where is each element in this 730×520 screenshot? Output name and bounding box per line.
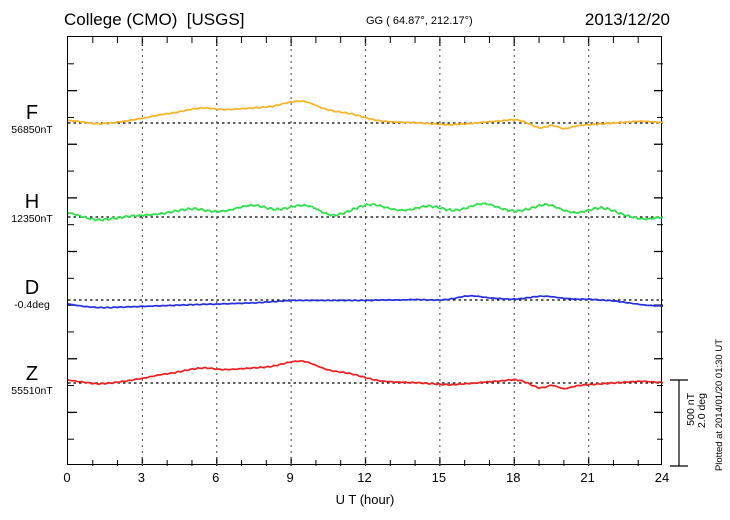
plot-area — [67, 36, 663, 466]
plotted-at-label: Plotted at 2014/01/20 01:30 UT — [714, 339, 725, 472]
scale-bar — [668, 378, 690, 468]
x-tick-label: 18 — [506, 470, 521, 485]
x-tick-label: 0 — [63, 470, 71, 485]
component-letter-f: F — [25, 102, 39, 124]
component-letter-z: Z — [25, 363, 39, 385]
component-baseline-d: -0.4deg — [14, 299, 50, 311]
x-tick-label: 24 — [654, 470, 670, 485]
date-label: 2013/12/20 — [584, 10, 670, 29]
component-label-h: H 12350nT — [0, 192, 64, 226]
component-baseline-z: 55510nT — [11, 385, 53, 397]
component-label-f: F 56850nT — [0, 103, 64, 137]
page-title: College (CMO) [USGS] — [64, 10, 245, 29]
component-letter-h: H — [24, 191, 40, 213]
component-baseline-h: 12350nT — [11, 213, 53, 225]
x-tick-label: 9 — [286, 470, 294, 485]
component-letter-d: D — [24, 277, 40, 299]
x-tick-label: 3 — [137, 470, 145, 485]
scale-bar-deg-label: 2.0 deg — [696, 393, 708, 429]
x-tick-label: 12 — [357, 470, 372, 485]
x-tick-label: 21 — [580, 470, 595, 485]
component-baseline-f: 56850nT — [11, 124, 53, 136]
x-axis-title: U T (hour) — [335, 492, 395, 507]
component-label-d: D -0.4deg — [0, 278, 64, 312]
geographic-coordinates-label: GG ( 64.87°, 212.17°) — [366, 15, 473, 27]
component-label-z: Z 55510nT — [0, 364, 64, 398]
scale-bar-icon — [670, 379, 688, 467]
x-tick-label: 6 — [212, 470, 220, 485]
x-tick-label: 15 — [431, 470, 447, 485]
magnetogram-traces-svg — [68, 37, 663, 466]
